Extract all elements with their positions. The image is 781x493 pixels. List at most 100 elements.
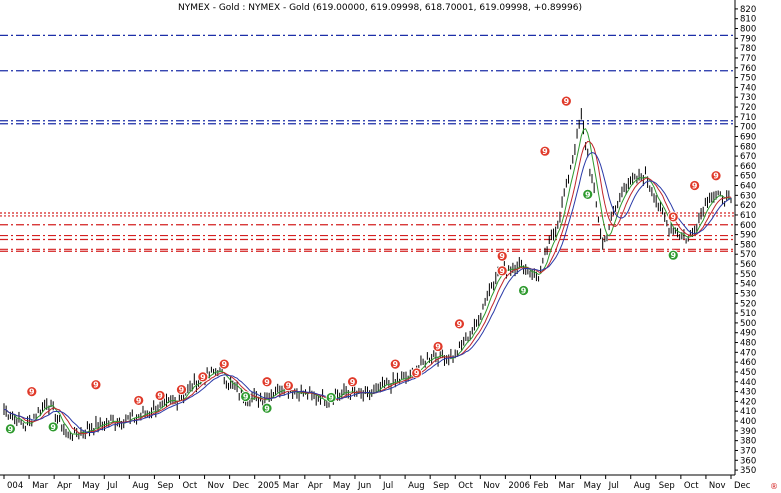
x-tick-label: Dec	[734, 481, 751, 491]
signal-marker-label: 9	[435, 342, 441, 351]
signal-marker	[47, 421, 59, 433]
signal-marker-label: 9	[350, 378, 356, 387]
y-tick-label: 530	[740, 289, 756, 299]
y-tick-label: 470	[740, 348, 756, 358]
x-tick-label: Nov	[208, 481, 225, 491]
y-tick-label: 440	[740, 378, 756, 388]
y-tick-label: 660	[740, 162, 756, 172]
x-tick-label: 2006	[508, 481, 530, 491]
y-tick-label: 510	[740, 309, 756, 319]
y-tick-label: 760	[740, 64, 756, 74]
signal-marker	[454, 318, 465, 330]
signal-marker-label: 9	[29, 388, 35, 397]
signal-marker-label: 9	[264, 404, 270, 413]
x-tick-label: 2005	[258, 481, 280, 491]
signal-marker-label: 9	[499, 252, 505, 261]
y-tick-label: 370	[740, 446, 756, 456]
y-tick-label: 560	[740, 260, 756, 270]
y-tick-label: 610	[740, 211, 756, 221]
y-tick-label: 690	[740, 132, 756, 142]
y-tick-label: 800	[740, 25, 756, 35]
signal-marker-label: 9	[542, 147, 548, 156]
signal-marker	[689, 180, 701, 191]
signal-marker-label: 9	[414, 369, 420, 378]
signal-marker-label: 9	[93, 381, 99, 390]
signal-markers: 9 9 9 9 9 9 9 9 9 9 9 9 9 9 9 9 9 9 9 9 9 9 9 9 9 9 9 9 9	[5, 95, 722, 435]
x-tick-label: Oct	[182, 481, 197, 491]
signal-marker	[710, 170, 722, 182]
y-tick-label: 350	[740, 466, 756, 476]
signal-marker-label: 9	[136, 396, 142, 405]
signal-marker-label: 9	[50, 423, 56, 432]
signal-marker	[560, 95, 572, 107]
signal-marker-label: 9	[692, 182, 698, 191]
signal-marker-label: 9	[264, 378, 270, 387]
y-tick-label: 360	[740, 456, 756, 466]
x-tick-label: Sep	[157, 481, 173, 491]
y-tick-label: 410	[740, 407, 756, 417]
signal-marker-label: 9	[499, 267, 505, 276]
signal-marker-label: 9	[457, 320, 463, 329]
x-tick-label: Dec	[233, 481, 250, 491]
signal-marker	[667, 249, 679, 261]
y-tick-label: 790	[740, 34, 756, 44]
x-tick-label: Aug	[408, 481, 425, 491]
y-tick-label: 780	[740, 44, 756, 54]
x-tick-label: May	[584, 481, 602, 491]
signal-marker	[347, 376, 358, 388]
y-tick-label: 640	[740, 182, 756, 192]
y-tick-label: 580	[740, 240, 756, 250]
signal-marker	[539, 145, 551, 157]
y-tick-label: 590	[740, 231, 756, 241]
signal-marker	[582, 188, 594, 200]
signal-marker-label: 9	[670, 213, 676, 222]
signal-marker	[176, 384, 187, 396]
signal-marker-label: 9	[243, 393, 249, 402]
y-tick-label: 600	[740, 221, 756, 231]
y-tick-label: 820	[740, 5, 756, 15]
copyright-icon: ®	[770, 482, 778, 491]
signal-marker	[518, 285, 529, 296]
y-tick-label: 770	[740, 54, 756, 64]
moving-averages	[3, 128, 732, 435]
signal-marker-label: 9	[200, 373, 206, 382]
x-tick-label: Sep	[659, 481, 675, 491]
signal-marker-label: 9	[221, 360, 227, 369]
y-tick-label: 730	[740, 93, 756, 103]
signal-marker-label: 9	[328, 393, 334, 402]
signal-marker	[261, 376, 273, 388]
y-tick-label: 810	[740, 15, 756, 25]
x-tick-label: May	[333, 481, 351, 491]
signal-marker	[389, 358, 401, 370]
y-tick-label: 400	[740, 417, 756, 427]
y-tick-label: 550	[740, 270, 756, 280]
x-tick-label: Mar	[32, 481, 49, 491]
y-axis: 3503603703803904004104204304404504604704…	[734, 0, 756, 476]
x-tick-label: Jul	[106, 481, 117, 491]
y-tick-label: 630	[740, 191, 756, 201]
x-tick-label: 004	[7, 481, 23, 491]
y-tick-label: 430	[740, 388, 756, 398]
x-tick-label: Jul	[608, 481, 619, 491]
x-tick-label: Apr	[57, 481, 72, 491]
signal-marker	[282, 380, 294, 392]
x-tick-label: May	[82, 481, 100, 491]
y-tick-label: 620	[740, 201, 756, 211]
signal-marker	[5, 423, 16, 435]
signal-marker	[218, 358, 230, 370]
y-tick-label: 420	[740, 397, 756, 407]
y-tick-label: 490	[740, 329, 756, 339]
y-tick-label: 720	[740, 103, 756, 113]
signal-marker	[496, 250, 508, 262]
x-tick-label: Nov	[483, 481, 500, 491]
x-tick-label: Aug	[132, 481, 149, 491]
y-tick-label: 700	[740, 123, 756, 133]
signal-marker	[411, 367, 423, 379]
signal-marker	[667, 211, 679, 223]
signal-marker	[197, 371, 209, 383]
signal-marker	[133, 395, 145, 406]
signal-marker-label: 9	[8, 425, 14, 434]
x-tick-label: Aug	[634, 481, 651, 491]
signal-marker	[240, 391, 252, 402]
